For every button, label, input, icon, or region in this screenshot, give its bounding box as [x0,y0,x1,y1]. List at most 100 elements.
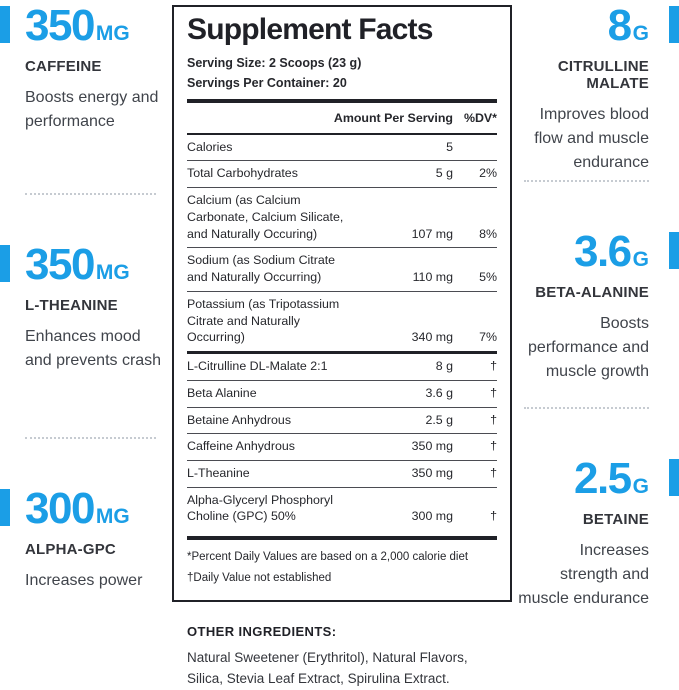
facts-row: Potassium (as Tripotassium Citrate and N… [187,292,497,355]
highlight-l-theanine: 350MG L-THEANINE Enhances mood and preve… [0,195,172,437]
thick-rule [187,536,497,541]
facts-row-amount: 107 mg [411,226,453,241]
facts-row-label: Alpha-Glyceryl Phosphoryl Choline (GPC) … [187,492,333,524]
facts-row: Sodium (as Sodium Citrate and Naturally … [187,248,497,292]
highlight-description: Enhances mood and prevents crash [25,328,162,369]
facts-row-dv: 5% [479,270,497,285]
facts-row-dv: 8% [479,226,497,241]
facts-row-dv: † [490,412,497,427]
facts-rows: Calories 5 Total Carbohydrates 5 g 2% Ca… [187,135,497,530]
facts-row-label: Beta Alanine [187,385,257,400]
dotted-separator [524,179,649,182]
facts-row: Betaine Anhydrous 2.5 g † [187,408,497,435]
facts-row-label: Potassium (as Tripotassium Citrate and N… [187,296,340,345]
facts-row-amount: 350 mg [411,439,453,454]
facts-row-dv: † [490,359,497,374]
facts-row: L-Citrulline DL-Malate 2:1 8 g † [187,354,497,381]
highlight-name: BETA-ALANINE [535,283,649,301]
amount-value: 8 [607,1,632,50]
amount-value: 350 [25,240,95,289]
amount-value: 300 [25,484,95,533]
caffeine-amount: 350MG [0,1,162,50]
facts-row-label: Caffeine Anhydrous [187,439,295,454]
amount-unit: G [632,475,649,498]
amount-value: 3.6 [573,226,632,276]
facts-row-label: Betaine Anhydrous [187,412,292,427]
footnote-dv-not-established: †Daily Value not established [187,572,332,585]
facts-row-amount: 2.5 g [425,412,453,427]
amount-unit: G [632,22,649,45]
highlight-description: Increases power [25,572,143,589]
facts-row-dv: 7% [479,330,497,345]
facts-row-label: Calories [187,139,233,154]
center-column: Supplement Facts Serving Size: 2 Scoops … [172,0,512,686]
dv-column-header: %DV* [463,111,497,125]
facts-row: Alpha-Glyceryl Phosphoryl Choline (GPC) … [187,488,497,530]
facts-row-label: L-Citrulline DL-Malate 2:1 [187,359,328,374]
highlight-betaine: 2.5G BETAINE Increases strength and musc… [512,409,679,611]
highlight-caffeine: 350MG CAFFEINE Boosts energy and perform… [0,0,172,193]
alpha-gpc-amount: 300MG [0,484,162,533]
highlight-alpha-gpc: 300MG ALPHA-GPC Increases power [0,439,172,611]
facts-row: Caffeine Anhydrous 350 mg † [187,434,497,462]
l-theanine-amount: 350MG [0,240,162,289]
right-highlight-column: 8G CITRULLINE MALATE Improves blood flow… [512,0,679,611]
highlight-name: ALPHA-GPC [25,541,116,558]
facts-row-amount: 300 mg [411,509,453,524]
facts-row-amount: 5 g [435,166,453,181]
supplement-facts-panel: Supplement Facts Serving Size: 2 Scoops … [172,5,512,602]
facts-row-amount: 340 mg [411,330,453,345]
servings-per-container: Servings Per Container: 20 [187,76,347,90]
citrulline-amount: 8G [518,1,679,50]
facts-row-dv: † [490,466,497,481]
facts-row-amount: 5 [446,139,453,154]
amount-value: 350 [25,1,95,50]
facts-row: L-Theanine 350 mg † [187,461,497,488]
footnotes: *Percent Daily Values are based on a 2,0… [187,540,497,590]
panel-title: Supplement Facts [187,13,433,46]
facts-row: Total Carbohydrates 5 g 2% [187,161,497,189]
betaine-amount: 2.5G [518,454,679,503]
facts-row-amount: 110 mg [412,270,453,285]
facts-row-label: L-Theanine [187,466,250,481]
highlight-name: L-THEANINE [25,297,118,314]
facts-row-amount: 350 mg [411,466,453,481]
dotted-separator [524,407,649,409]
facts-row: Calories 5 [187,135,497,162]
facts-row-amount: 3.6 g [425,385,453,400]
highlight-description: Boosts performance and muscle growth [528,314,649,380]
facts-header-row: Amount Per Serving %DV* [187,103,497,133]
facts-row: Calcium (as Calcium Carbonate, Calcium S… [187,188,497,249]
highlight-citrulline-malate: 8G CITRULLINE MALATE Improves blood flow… [512,0,679,180]
amount-unit: MG [95,505,130,528]
other-ingredients: OTHER INGREDIENTS: Natural Sweetener (Er… [172,624,512,690]
left-highlight-column: 350MG CAFFEINE Boosts energy and perform… [0,0,172,611]
facts-row-label: Sodium (as Sodium Citrate and Naturally … [187,253,336,285]
highlight-name: BETAINE [582,511,649,528]
amount-unit: G [632,247,649,271]
other-ingredients-text: Natural Sweetener (Erythritol), Natural … [187,649,468,686]
serving-size: Serving Size: 2 Scoops (23 g) [187,56,362,70]
highlight-description: Increases strength and muscle endurance [518,542,649,607]
facts-row: Beta Alanine 3.6 g † [187,381,497,408]
other-ingredients-heading: OTHER INGREDIENTS: [187,623,337,639]
highlight-beta-alanine: 3.6G BETA-ALANINE Boosts performance and… [512,182,679,407]
amount-unit: MG [95,261,130,284]
facts-row-label: Total Carbohydrates [187,166,298,181]
highlight-description: Boosts energy and performance [25,89,159,130]
amount-value: 2.5 [573,454,632,503]
facts-row-dv: 2% [479,166,497,181]
facts-row-dv: † [490,439,497,454]
facts-row-dv: † [490,385,497,400]
beta-alanine-amount: 3.6G [518,226,679,276]
dotted-separator [25,193,156,195]
medium-rule [187,132,497,135]
highlight-description: Improves blood flow and muscle endurance [534,106,649,171]
amount-unit: MG [95,22,130,45]
facts-row-label: Calcium (as Calcium Carbonate, Calcium S… [187,193,344,241]
highlight-name: CITRULLINE MALATE [557,58,649,92]
highlight-name: CAFFEINE [25,58,102,75]
footnote-percent-dv: *Percent Daily Values are based on a 2,0… [187,551,469,564]
facts-row-dv: † [490,509,497,524]
